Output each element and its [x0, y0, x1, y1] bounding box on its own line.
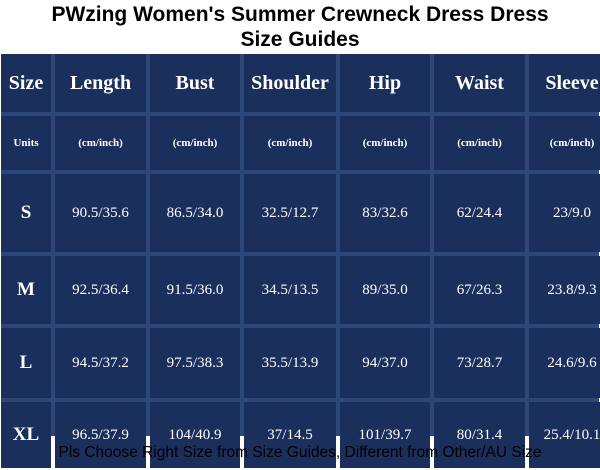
size-label: M: [1, 256, 51, 324]
table-cell: 73/28.7: [434, 328, 525, 398]
title-line-2: Size Guides: [240, 28, 360, 51]
header-size: Size: [1, 54, 51, 112]
table-cell: 83/32.6: [340, 174, 430, 252]
units-cell: (cm/inch): [55, 116, 146, 170]
size-chart-table: Size Length Bust Shoulder Hip Waist Slee…: [1, 54, 600, 468]
table-cell: 92.5/36.4: [55, 256, 146, 324]
size-note: Pls Choose Right Size from Size Guides, …: [58, 444, 542, 461]
page-title: PWzing Women's Summer Crewneck Dress Dre…: [0, 0, 600, 52]
table-cell: 80/31.4: [434, 402, 525, 468]
table-cell: 104/40.9: [150, 402, 240, 468]
table-cell: 35.5/13.9: [244, 328, 336, 398]
table-cell: 91.5/36.0: [150, 256, 240, 324]
table-cell: 94/37.0: [340, 328, 430, 398]
table-cell: 101/39.7: [340, 402, 430, 468]
table-cell: 23.8/9.3: [529, 256, 600, 324]
table-cell: 25.4/10.1: [529, 402, 600, 468]
table-cell: 24.6/9.6: [529, 328, 600, 398]
header-length: Length: [55, 54, 146, 112]
table-cell: 67/26.3: [434, 256, 525, 324]
units-cell: (cm/inch): [434, 116, 525, 170]
header-bust: Bust: [150, 54, 240, 112]
table-cell: 89/35.0: [340, 256, 430, 324]
header-waist: Waist: [434, 54, 525, 112]
table-cell: 97.5/38.3: [150, 328, 240, 398]
header-hip: Hip: [340, 54, 430, 112]
table-cell: 94.5/37.2: [55, 328, 146, 398]
size-label: S: [1, 174, 51, 252]
size-label: L: [1, 328, 51, 398]
units-cell: (cm/inch): [150, 116, 240, 170]
header-shoulder: Shoulder: [244, 54, 336, 112]
header-sleeve: Sleeve: [529, 54, 600, 112]
title-line-1: PWzing Women's Summer Crewneck Dress Dre…: [51, 3, 549, 26]
table-cell: 96.5/37.9: [55, 402, 146, 468]
table-cell: 32.5/12.7: [244, 174, 336, 252]
units-cell: (cm/inch): [529, 116, 600, 170]
table-cell: 62/24.4: [434, 174, 525, 252]
units-label: Units: [1, 116, 51, 170]
table-cell: 37/14.5: [244, 402, 336, 468]
table-cell: 34.5/13.5: [244, 256, 336, 324]
table-cell: 86.5/34.0: [150, 174, 240, 252]
units-cell: (cm/inch): [340, 116, 430, 170]
size-label: XL: [1, 402, 51, 468]
table-cell: 90.5/35.6: [55, 174, 146, 252]
units-cell: (cm/inch): [244, 116, 336, 170]
table-cell: 23/9.0: [529, 174, 600, 252]
